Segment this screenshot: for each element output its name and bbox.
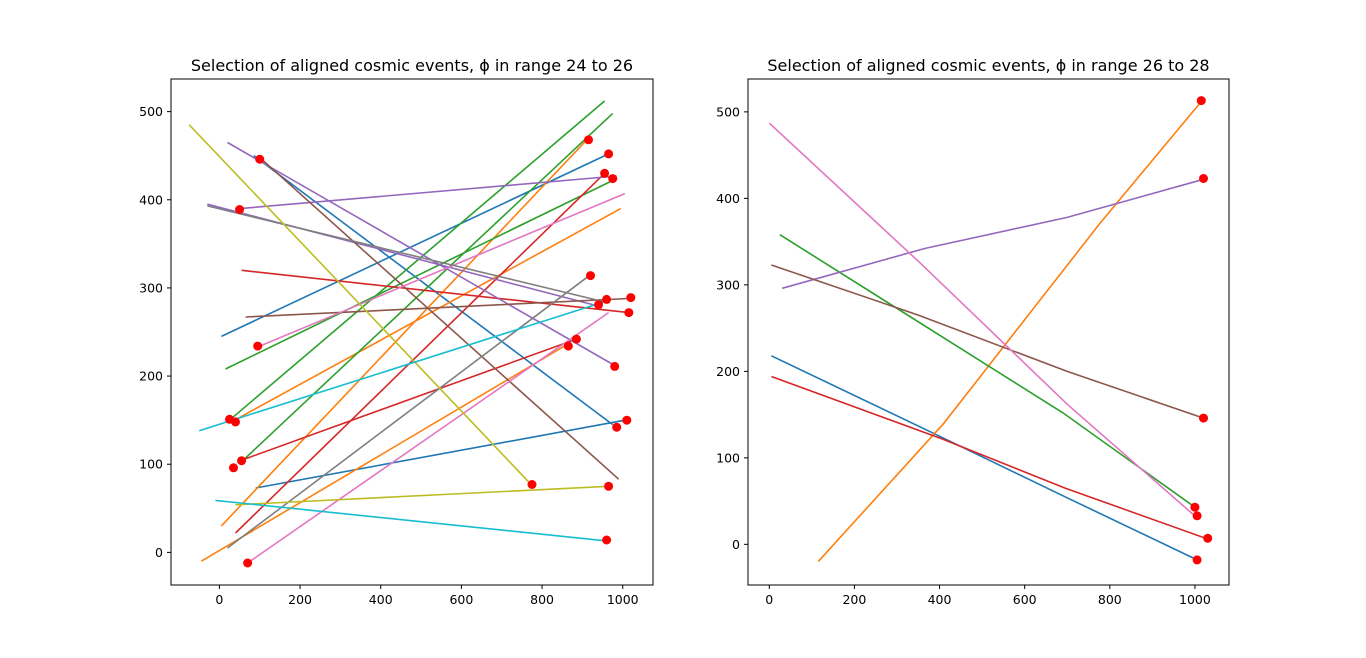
- series-line: [225, 178, 616, 370]
- data-point: [608, 174, 618, 184]
- series-line: [234, 172, 606, 534]
- data-point: [600, 168, 610, 178]
- y-tick-label: 200: [716, 364, 740, 379]
- y-tick-label: 500: [716, 104, 740, 119]
- data-point: [229, 463, 238, 473]
- x-tick-label: 400: [928, 592, 952, 607]
- data-point: [586, 271, 595, 281]
- data-point: [243, 558, 253, 568]
- x-tick-label: 800: [1098, 592, 1122, 607]
- x-tick-label: 200: [288, 592, 312, 607]
- data-point: [610, 361, 620, 371]
- data-point: [1199, 413, 1208, 423]
- subplot-left: 0 200 400 600 800 1000 0 100 200 300 400 500 Selecti…: [139, 56, 654, 607]
- series-line: [241, 269, 629, 314]
- series-line: [207, 205, 609, 304]
- series-line: [200, 341, 571, 562]
- data-point: [624, 308, 634, 318]
- data-point: [1199, 174, 1208, 183]
- y-tick-label: 300: [139, 280, 163, 295]
- x-tick-label: 1000: [1179, 592, 1211, 607]
- data-point: [1190, 502, 1200, 512]
- data-point: [602, 535, 612, 545]
- series-line: [771, 355, 1198, 561]
- series-line: [817, 100, 1202, 563]
- series-line: [771, 375, 1206, 540]
- x-tick-label: 600: [1013, 592, 1037, 607]
- x-tick-label: 400: [369, 592, 393, 607]
- series-line: [257, 155, 620, 480]
- y-tick-label: 200: [139, 369, 163, 384]
- series-line: [220, 137, 590, 527]
- x-tick-label: 200: [842, 592, 866, 607]
- series-line: [227, 141, 616, 367]
- data-point: [563, 341, 573, 351]
- series-line: [771, 264, 1204, 419]
- y-tick-label: 500: [139, 104, 163, 119]
- series-line: [768, 122, 1194, 515]
- data-point: [604, 481, 614, 491]
- data-point: [602, 294, 612, 304]
- series-line: [228, 100, 606, 421]
- data-point: [1203, 533, 1213, 543]
- data-point: [622, 415, 632, 425]
- series-line: [245, 297, 629, 318]
- data-point: [255, 154, 265, 164]
- data-point: [1192, 511, 1202, 521]
- y-tick-label: 0: [732, 537, 740, 552]
- subplot-right: 0 200 400 600 800 1000 0 100 200 300 400 500 Selecti…: [716, 56, 1230, 607]
- data-point: [253, 341, 263, 351]
- axes-frame: [747, 78, 1230, 586]
- x-tick-label: 1000: [607, 592, 639, 607]
- x-tick-label: 800: [530, 592, 554, 607]
- plot-area: [768, 96, 1213, 565]
- data-point: [237, 456, 247, 466]
- data-point: [1196, 96, 1206, 106]
- chart-title: Selection of aligned cosmic events, ϕ in…: [191, 56, 633, 75]
- data-point: [584, 135, 593, 145]
- x-tick-label: 600: [449, 592, 473, 607]
- series-line: [235, 485, 609, 506]
- axes-frame: [170, 78, 654, 586]
- y-tick-label: 400: [139, 192, 163, 207]
- data-point: [1192, 555, 1202, 565]
- data-point: [571, 334, 581, 344]
- series-line: [255, 419, 625, 489]
- data-point: [235, 205, 245, 214]
- y-tick-label: 0: [155, 545, 163, 560]
- series-line: [257, 192, 626, 348]
- x-tick-label: 0: [765, 592, 773, 607]
- data-point: [626, 293, 636, 303]
- series-line: [198, 300, 607, 432]
- y-tick-label: 400: [716, 191, 740, 206]
- data-point: [604, 149, 614, 159]
- series-line: [231, 207, 622, 423]
- series-line: [237, 338, 577, 463]
- series-line: [239, 175, 617, 210]
- data-point: [594, 300, 603, 310]
- y-tick-label: 300: [716, 277, 740, 292]
- series-line: [781, 178, 1204, 290]
- series-line: [779, 234, 1196, 508]
- series-line: [253, 155, 614, 426]
- data-point: [231, 417, 240, 427]
- data-point: [612, 422, 622, 432]
- series-line: [215, 499, 607, 542]
- y-tick-label: 100: [716, 450, 740, 465]
- y-tick-label: 100: [139, 457, 163, 472]
- series-line: [243, 112, 614, 461]
- plot-area: [188, 100, 636, 568]
- series-line: [247, 311, 610, 564]
- chart-title: Selection of aligned cosmic events, ϕ in…: [767, 56, 1209, 75]
- x-tick-label: 0: [215, 592, 223, 607]
- series-line: [188, 124, 533, 486]
- data-point: [527, 480, 537, 489]
